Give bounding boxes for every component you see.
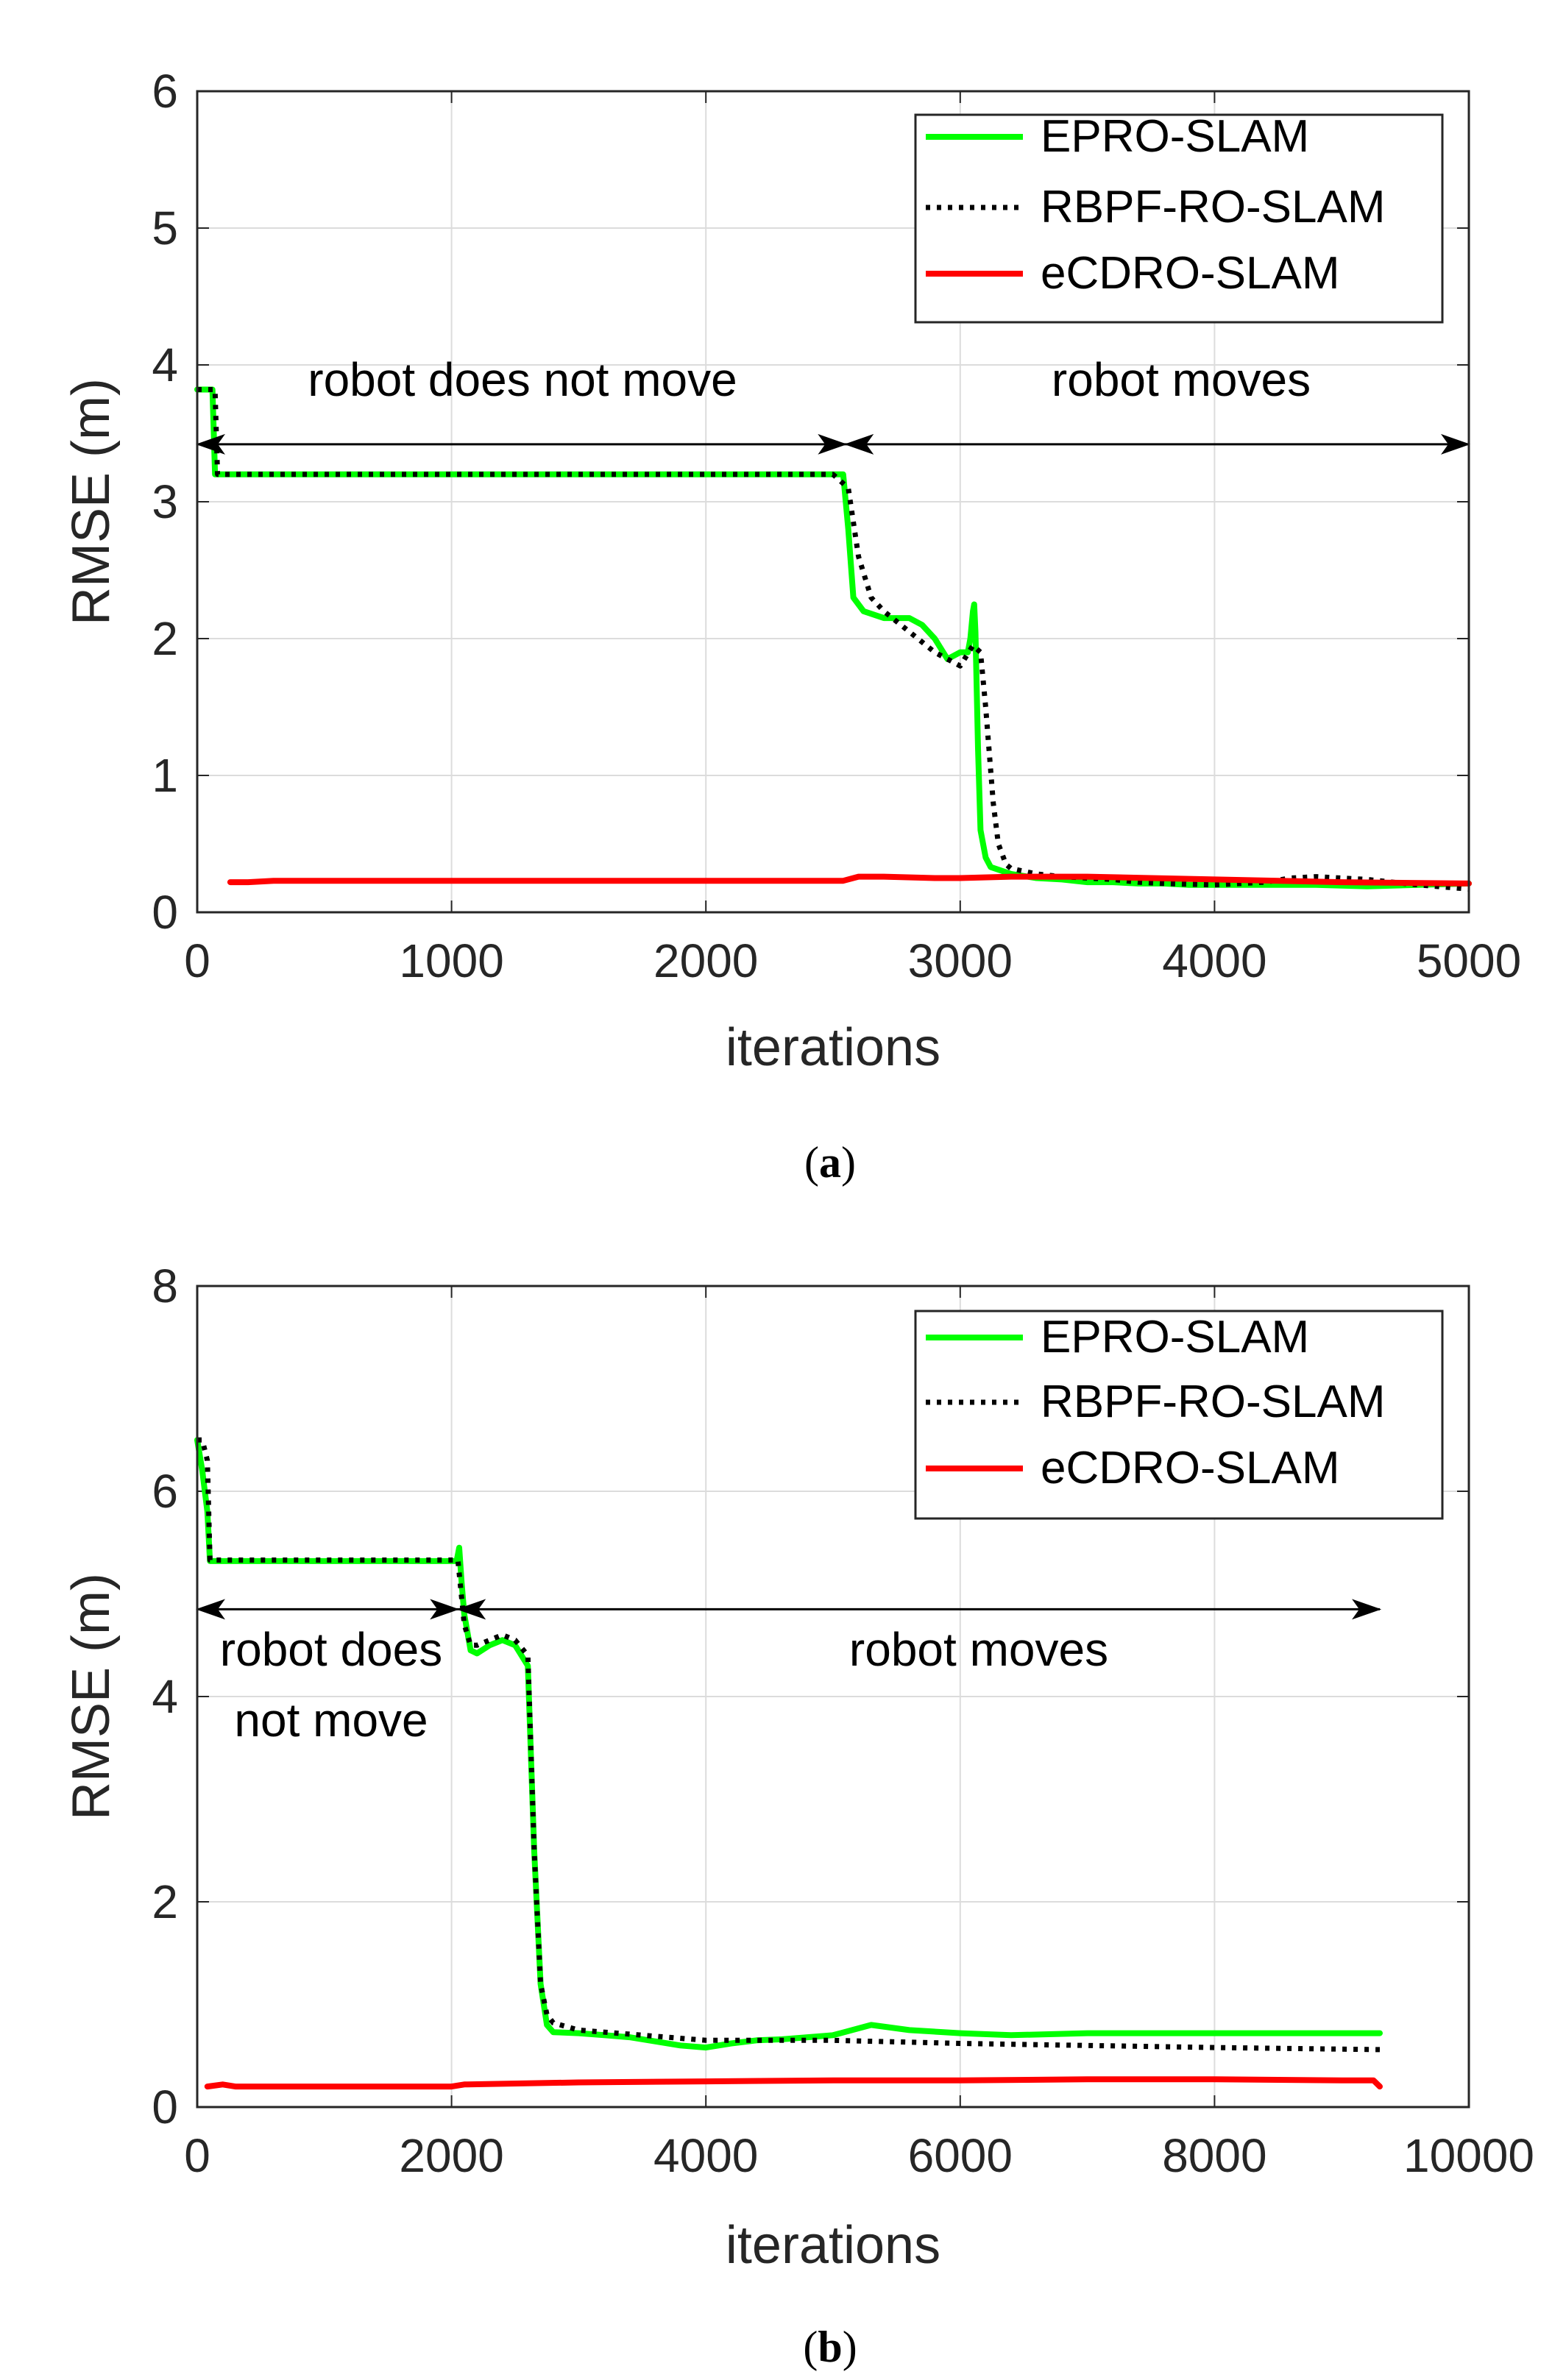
x-tick-label: 8000 bbox=[1162, 2129, 1266, 2182]
x-axis-label: iterations bbox=[726, 2216, 940, 2275]
chart-b: 0 2000 4000 6000 8000 10000 0 2 4 6 8 robot does not… bbox=[62, 1260, 1534, 2371]
annotation-text: robot does bbox=[220, 1623, 442, 1676]
legend-label: EPRO-SLAM bbox=[1041, 1312, 1309, 1363]
series-line-eCDRO-SLAM bbox=[227, 873, 1472, 887]
x-tick-label: 1000 bbox=[399, 934, 503, 987]
legend-box bbox=[914, 1310, 1444, 1520]
x-tick-label: 5000 bbox=[1417, 934, 1521, 987]
annotation-text: not move bbox=[234, 1694, 428, 1747]
x-tick-label: 3000 bbox=[908, 934, 1013, 987]
series-line-RBPF-RO-SLAM bbox=[197, 1437, 1381, 2053]
y-tick-label: 1 bbox=[152, 749, 178, 802]
series-line-EPRO-SLAM bbox=[194, 1437, 1383, 2051]
annotation-text: robot moves bbox=[849, 1623, 1108, 1676]
x-tick-label: 0 bbox=[184, 2129, 210, 2182]
y-tick-label: 3 bbox=[152, 475, 178, 528]
series-line-eCDRO-SLAM bbox=[204, 2076, 1383, 2090]
y-tick-label: 8 bbox=[152, 1260, 178, 1312]
legend-label: RBPF-RO-SLAM bbox=[1041, 1377, 1385, 1427]
x-tick-label: 4000 bbox=[1162, 934, 1266, 987]
x-axis-label: iterations bbox=[726, 1018, 940, 1077]
y-tick-label: 6 bbox=[152, 1465, 178, 1518]
axes-frame bbox=[196, 1285, 1470, 2109]
x-tick-label: 0 bbox=[184, 934, 210, 987]
x-tick-label: 2000 bbox=[399, 2129, 503, 2182]
y-tick-label: 0 bbox=[152, 2081, 178, 2134]
annotation-text: robot does not move bbox=[308, 353, 737, 406]
x-tick-label: 10000 bbox=[1403, 2129, 1534, 2182]
panel-caption: (b) bbox=[803, 2323, 857, 2371]
series-line-EPRO-SLAM bbox=[194, 386, 1472, 889]
y-axis-label: RMSE (m) bbox=[62, 1573, 121, 1820]
chart-a: 0 1000 2000 3000 4000 5000 0 1 2 3 4 5 6 robot does n… bbox=[62, 65, 1521, 1187]
y-tick-label: 4 bbox=[152, 1670, 178, 1723]
series-line-RBPF-RO-SLAM bbox=[197, 387, 1470, 892]
legend-box bbox=[914, 113, 1444, 324]
x-tick-label: 4000 bbox=[653, 2129, 758, 2182]
y-tick-label: 0 bbox=[152, 886, 178, 939]
y-tick-label: 4 bbox=[152, 338, 178, 391]
annotation-text: robot moves bbox=[1052, 353, 1311, 406]
y-tick-label: 5 bbox=[152, 202, 178, 255]
legend-label: eCDRO-SLAM bbox=[1041, 1443, 1340, 1493]
x-tick-label: 2000 bbox=[653, 934, 758, 987]
axes-frame bbox=[196, 90, 1470, 914]
legend-label: eCDRO-SLAM bbox=[1041, 248, 1340, 299]
y-tick-label: 6 bbox=[152, 65, 178, 118]
legend-label: EPRO-SLAM bbox=[1041, 111, 1309, 162]
y-axis-label: RMSE (m) bbox=[62, 378, 121, 625]
x-tick-label: 6000 bbox=[908, 2129, 1013, 2182]
panel-caption: (a) bbox=[804, 1138, 856, 1187]
legend-label: RBPF-RO-SLAM bbox=[1041, 182, 1385, 232]
y-tick-label: 2 bbox=[152, 612, 178, 665]
y-tick-label: 2 bbox=[152, 1875, 178, 1928]
